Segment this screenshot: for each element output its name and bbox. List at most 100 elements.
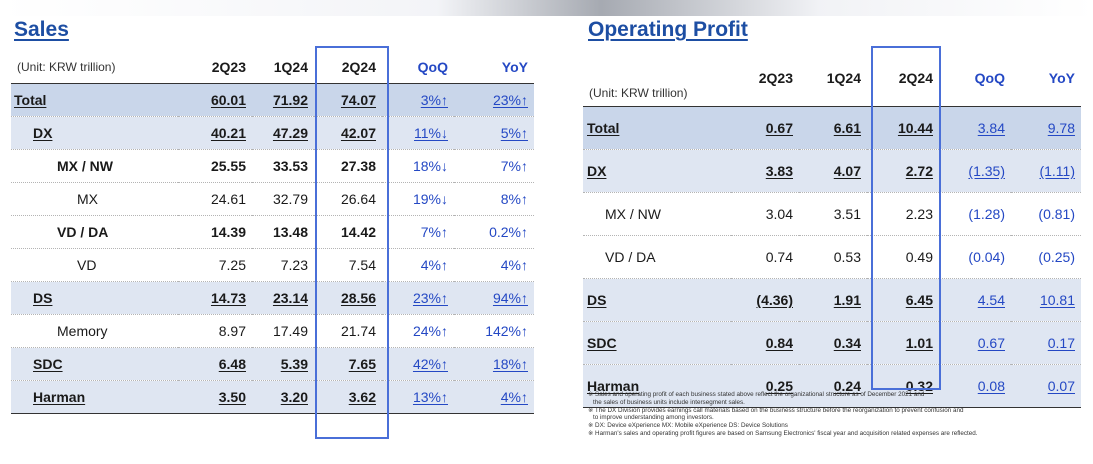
cell-qoq: 3%↑	[420, 92, 448, 108]
op-col-2q23: 2Q23	[731, 50, 799, 107]
cell-qoq: 19%↓	[412, 191, 448, 207]
cell-1q24: 3.51	[833, 206, 861, 222]
cell-2q23: 14.39	[210, 224, 246, 240]
cell-2q24: 10.44	[897, 120, 933, 136]
op-row-mx-nw: MX / NW 3.04 3.51 2.23 (1.28) (0.81)	[583, 192, 1081, 236]
cell-2q23: 0.74	[765, 249, 793, 265]
op-row-harman: Harman 0.25 0.24 0.32 0.08 0.07	[583, 364, 1081, 408]
sales-col-qoq: QoQ	[382, 50, 454, 84]
cell-yoy: 0.17	[1047, 335, 1075, 351]
sales-row-mx: MX 24.61 32.79 26.64 19%↓ 8%↑	[11, 182, 534, 216]
cell-1q24: 71.92	[272, 92, 308, 108]
cell-2q23: 3.83	[765, 163, 793, 179]
footnote-line: ※ Sales and operating profit of each bus…	[588, 391, 925, 398]
cell-yoy: (0.25)	[1038, 249, 1075, 265]
op-row-sdc: SDC 0.84 0.34 1.01 0.67 0.17	[583, 321, 1081, 365]
row-label: MX / NW	[57, 158, 113, 174]
cell-2q23: 24.61	[210, 191, 246, 207]
row-label: DS	[587, 292, 607, 308]
cell-qoq: (0.04)	[968, 249, 1005, 265]
cell-1q24: 7.23	[280, 257, 308, 273]
cell-1q24: 33.53	[272, 158, 308, 174]
cell-yoy: 10.81	[1039, 292, 1075, 308]
cell-1q24: 0.34	[833, 335, 861, 351]
cell-2q24: 0.49	[905, 249, 933, 265]
cell-2q24: 74.07	[340, 92, 376, 108]
cell-qoq: 4.54	[977, 292, 1005, 308]
cell-2q23: 60.01	[210, 92, 246, 108]
cell-qoq: 3.84	[977, 120, 1005, 136]
row-label: Total	[587, 120, 620, 136]
op-col-2q24: 2Q24	[867, 50, 939, 107]
sales-col-1q24: 1Q24	[252, 50, 314, 84]
cell-yoy: 4%↑	[500, 389, 528, 405]
op-unit-label: (Unit: KRW trillion)	[583, 50, 731, 107]
row-label: Harman	[587, 378, 640, 394]
footnote-line: the sales of business units include inte…	[593, 398, 745, 406]
row-label: DX	[33, 125, 53, 141]
row-label: DX	[587, 163, 607, 179]
sales-row-vd-da: VD / DA 14.39 13.48 14.42 7%↑ 0.2%↑	[11, 215, 534, 249]
cell-2q24: 2.23	[905, 206, 933, 222]
op-row-vd-da: VD / DA 0.74 0.53 0.49 (0.04) (0.25)	[583, 235, 1081, 279]
op-row-ds: DS (4.36) 1.91 6.45 4.54 10.81	[583, 278, 1081, 322]
cell-2q24: 21.74	[340, 323, 376, 339]
cell-qoq: 4%↑	[420, 257, 448, 273]
sales-header-row: (Unit: KRW trillion) 2Q23 1Q24 2Q24 QoQ …	[11, 50, 534, 84]
cell-2q23: 0.84	[765, 335, 793, 351]
cell-qoq: 18%↓	[412, 158, 448, 174]
cell-2q24: 28.56	[340, 290, 376, 306]
row-label: VD / DA	[57, 224, 109, 240]
cell-2q23: 3.50	[218, 389, 246, 405]
op-col-qoq: QoQ	[939, 50, 1011, 107]
cell-yoy: 23%↑	[492, 92, 528, 108]
cell-yoy: 7%↑	[500, 158, 528, 174]
sales-row-vd: VD 7.25 7.23 7.54 4%↑ 4%↑	[11, 248, 534, 282]
cell-2q23: 0.67	[765, 120, 793, 136]
row-label: Total	[14, 92, 47, 108]
cell-2q24: 26.64	[340, 191, 376, 207]
cell-qoq: 7%↑	[420, 224, 448, 240]
cell-2q23: (4.36)	[756, 292, 793, 308]
sales-row-mx-nw: MX / NW 25.55 33.53 27.38 18%↓ 7%↑	[11, 149, 534, 183]
cell-yoy: 5%↑	[500, 125, 528, 141]
cell-2q23: 0.25	[765, 378, 793, 394]
sales-col-2q23: 2Q23	[178, 50, 252, 84]
sales-row-sdc: SDC 6.48 5.39 7.65 42%↑ 18%↑	[11, 347, 534, 381]
cell-qoq: (1.28)	[968, 206, 1005, 222]
row-label: Harman	[33, 389, 86, 405]
cell-qoq: 0.67	[977, 335, 1005, 351]
sales-row-harman: Harman 3.50 3.20 3.62 13%↑ 4%↑	[11, 380, 534, 414]
sales-table: (Unit: KRW trillion) 2Q23 1Q24 2Q24 QoQ …	[11, 50, 534, 414]
row-label: DS	[33, 290, 53, 306]
cell-qoq: (1.35)	[968, 163, 1005, 179]
cell-qoq: 13%↑	[412, 389, 448, 405]
cell-2q24: 7.65	[348, 356, 376, 372]
cell-1q24: 47.29	[272, 125, 308, 141]
cell-1q24: 13.48	[272, 224, 308, 240]
op-header-row: (Unit: KRW trillion) 2Q23 1Q24 2Q24 QoQ …	[583, 50, 1081, 107]
sales-col-yoy: YoY	[454, 50, 534, 84]
cell-yoy: (1.11)	[1039, 163, 1075, 179]
row-label: Memory	[57, 323, 108, 339]
cell-2q23: 7.25	[218, 257, 246, 273]
cell-2q23: 40.21	[210, 125, 246, 141]
cell-1q24: 1.91	[833, 292, 861, 308]
cell-1q24: 0.24	[833, 378, 861, 394]
row-label: VD	[77, 257, 97, 273]
sales-col-2q24: 2Q24	[314, 50, 382, 84]
cell-yoy: 18%↑	[492, 356, 528, 372]
cell-2q23: 25.55	[210, 158, 246, 174]
sales-unit-label: (Unit: KRW trillion)	[11, 50, 178, 84]
cell-2q24: 3.62	[348, 389, 376, 405]
sales-row-total: Total 60.01 71.92 74.07 3%↑ 23%↑	[11, 83, 534, 117]
cell-2q24: 7.54	[348, 257, 376, 273]
row-label: VD / DA	[605, 249, 656, 265]
cell-2q24: 6.45	[905, 292, 933, 308]
cell-1q24: 3.20	[280, 389, 308, 405]
cell-yoy: 9.78	[1047, 120, 1075, 136]
cell-2q23: 14.73	[210, 290, 246, 306]
cell-2q24: 14.42	[340, 224, 376, 240]
row-label: SDC	[587, 335, 617, 351]
cell-yoy: (0.81)	[1038, 206, 1075, 222]
